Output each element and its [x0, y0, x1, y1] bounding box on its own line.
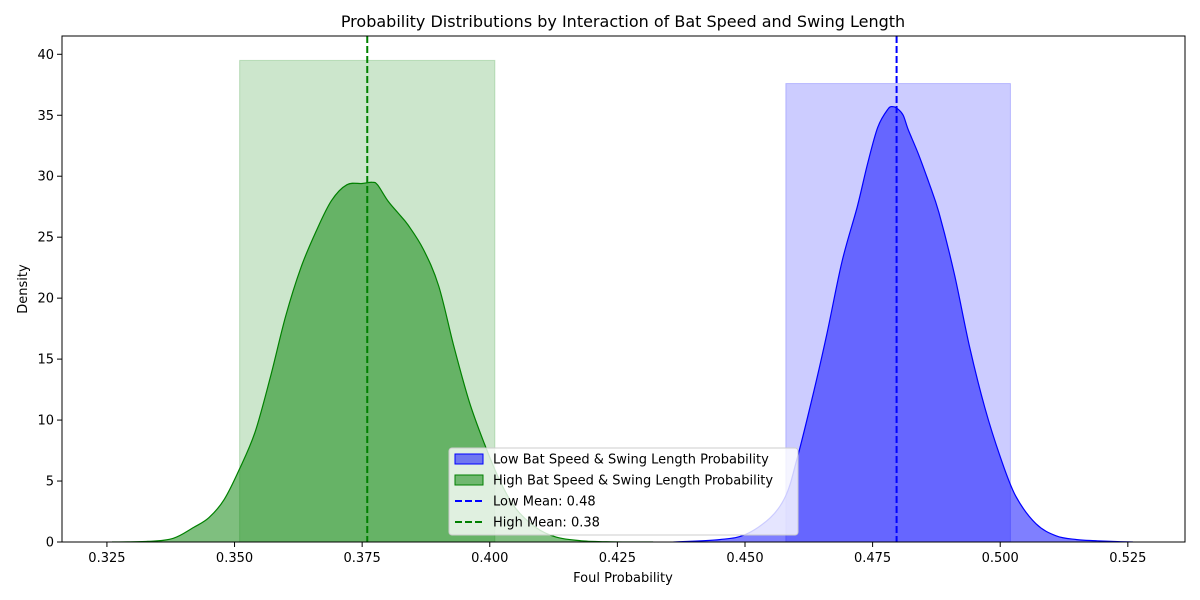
y-tick-label: 35: [37, 109, 54, 124]
legend-label: High Bat Speed & Swing Length Probabilit…: [493, 474, 773, 489]
legend: Low Bat Speed & Swing Length Probability…: [448, 447, 799, 536]
legend-label: Low Bat Speed & Swing Length Probability: [493, 453, 769, 468]
legend-box: [448, 447, 799, 536]
x-tick-label: 0.525: [1109, 551, 1146, 566]
legend-swatch: [454, 474, 484, 486]
x-tick-label: 0.350: [216, 551, 253, 566]
plot-content: [111, 36, 1133, 542]
x-tick-label: 0.375: [344, 551, 381, 566]
x-tick-label: 0.400: [471, 551, 508, 566]
y-tick-label: 10: [37, 414, 54, 429]
legend-label: High Mean: 0.38: [493, 516, 600, 531]
x-tick-label: 0.425: [599, 551, 636, 566]
y-tick-label: 15: [37, 353, 54, 368]
x-tick-label: 0.475: [854, 551, 891, 566]
kde-area-low: [673, 106, 1133, 542]
plot-area: [111, 36, 1133, 542]
y-tick-label: 5: [46, 475, 54, 490]
y-tick-label: 20: [37, 292, 54, 307]
chart-title: Probability Distributions by Interaction…: [341, 12, 905, 31]
legend-label: Low Mean: 0.48: [493, 495, 596, 510]
y-axis-title: Density: [16, 264, 31, 314]
axes: 0.325 0.350 0.375 0.400 0.425 0.450 0.475 0.500…: [37, 35, 1186, 566]
y-tick-label: 30: [37, 170, 54, 185]
x-tick-label: 0.500: [982, 551, 1019, 566]
x-tick-label: 0.450: [726, 551, 763, 566]
legend-swatch: [454, 453, 484, 465]
y-tick-label: 40: [37, 48, 54, 63]
x-tick-label: 0.325: [88, 551, 125, 566]
y-tick-label: 0: [46, 536, 54, 551]
x-axis-title: Foul Probability: [573, 571, 673, 586]
axes-frame: [61, 35, 1186, 543]
y-tick-label: 25: [37, 231, 54, 246]
